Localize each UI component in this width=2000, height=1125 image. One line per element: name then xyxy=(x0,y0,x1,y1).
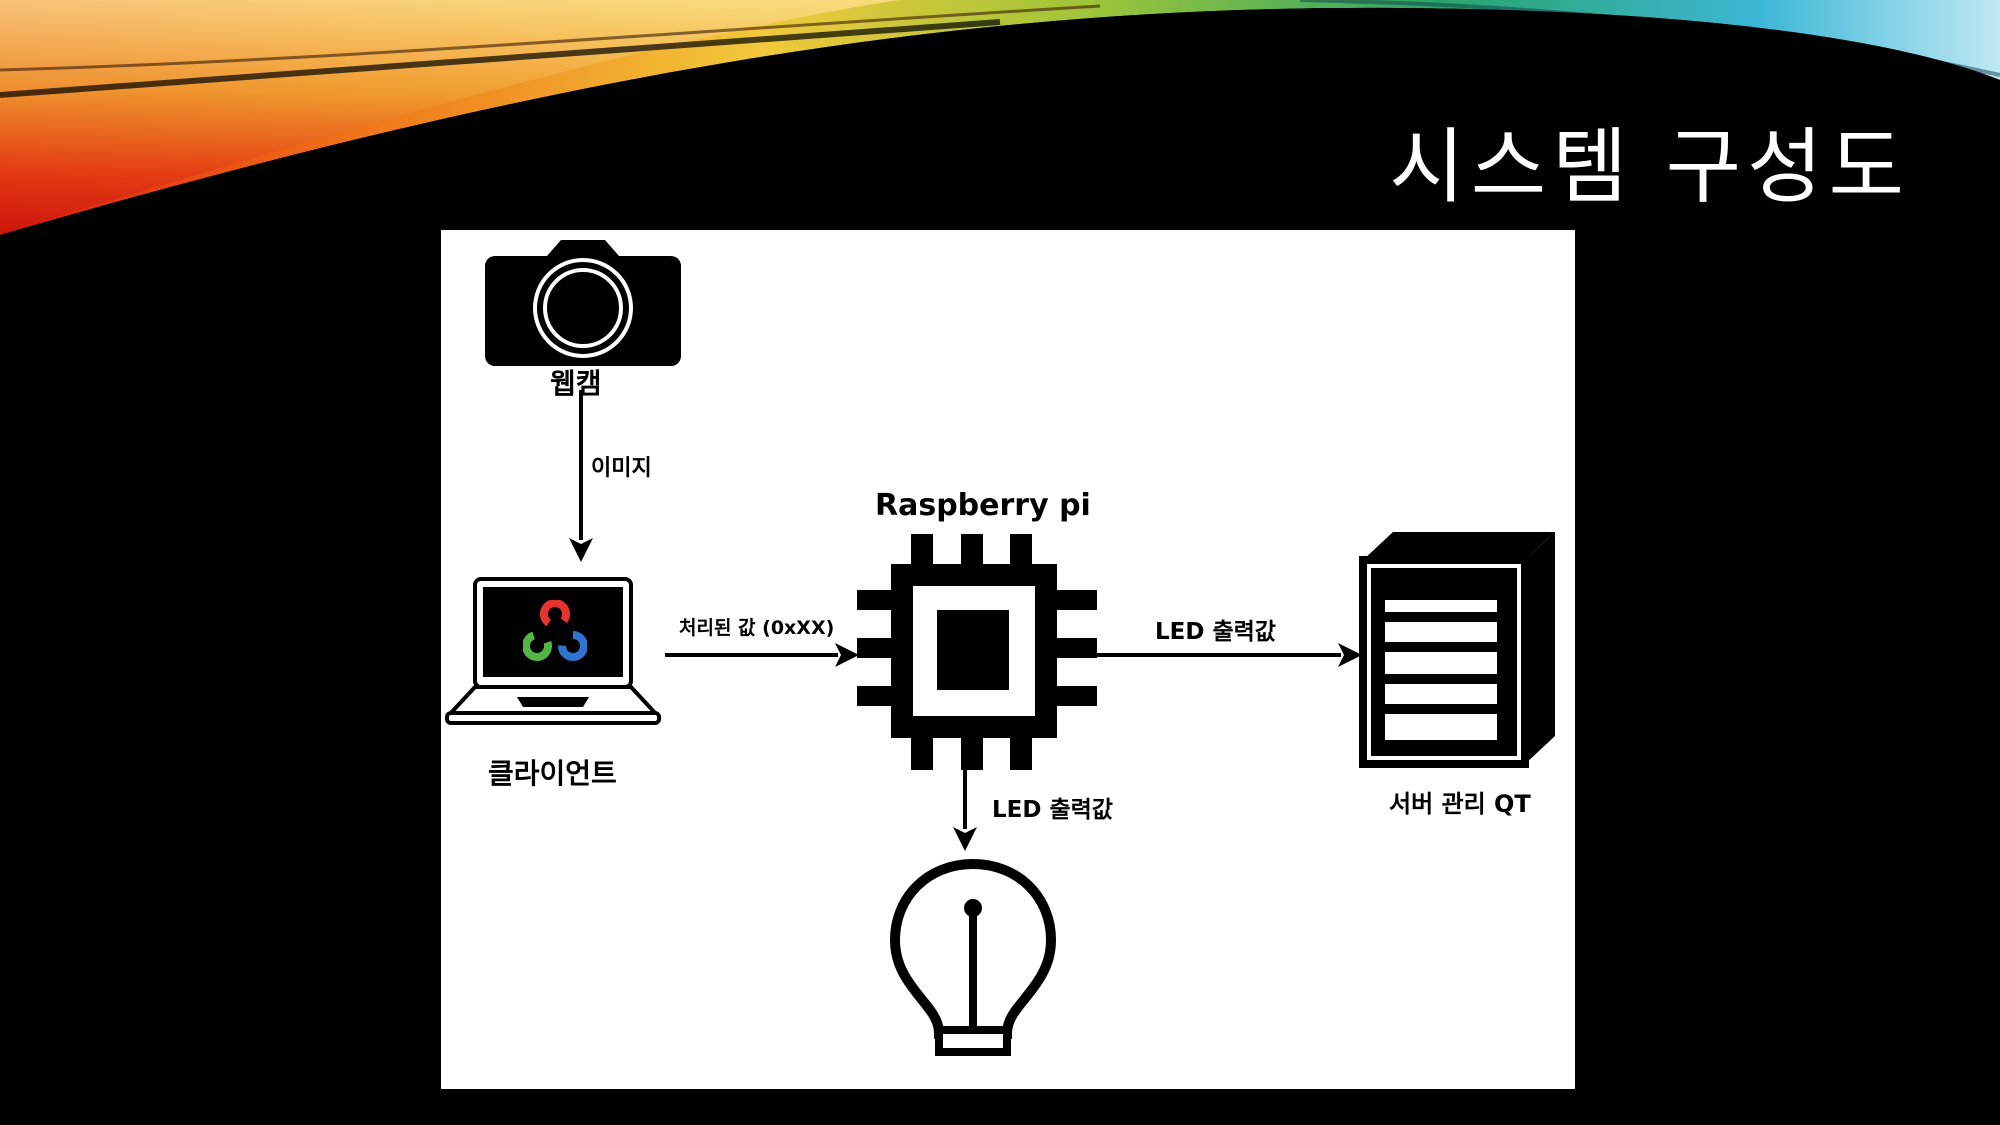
chip-icon xyxy=(857,534,1097,770)
arrow-client-to-pi xyxy=(665,643,859,667)
edge-label-processed-value: 처리된 값 (0xXX) xyxy=(679,617,835,639)
edge-label-image: 이미지 xyxy=(591,456,652,481)
opencv-logo xyxy=(523,600,587,661)
edge-label-led-output-bulb: LED 출력값 xyxy=(992,797,1113,823)
laptop-icon xyxy=(445,577,661,725)
lightbulb-icon xyxy=(889,858,1057,1056)
arrow-webcam-to-client xyxy=(569,390,593,562)
server-icon xyxy=(1359,532,1555,768)
header-swoosh-banner xyxy=(0,0,2000,240)
server-label: 서버 관리 QT xyxy=(1389,790,1531,818)
diagram-panel: 웹캠 이미지 클라이언트 처리된 값 (0xXX) Raspberry pi xyxy=(441,230,1575,1089)
webcam-label: 웹캠 xyxy=(550,367,602,400)
client-label: 클라이언트 xyxy=(488,757,617,790)
slide-title: 시스템 구성도 xyxy=(1389,120,1910,215)
arrow-pi-to-bulb xyxy=(953,767,977,851)
raspberry-pi-label: Raspberry pi xyxy=(875,488,1091,523)
arrow-pi-to-server xyxy=(1096,643,1362,667)
edge-label-led-output-server: LED 출력값 xyxy=(1155,619,1276,645)
camera-icon xyxy=(485,240,681,366)
